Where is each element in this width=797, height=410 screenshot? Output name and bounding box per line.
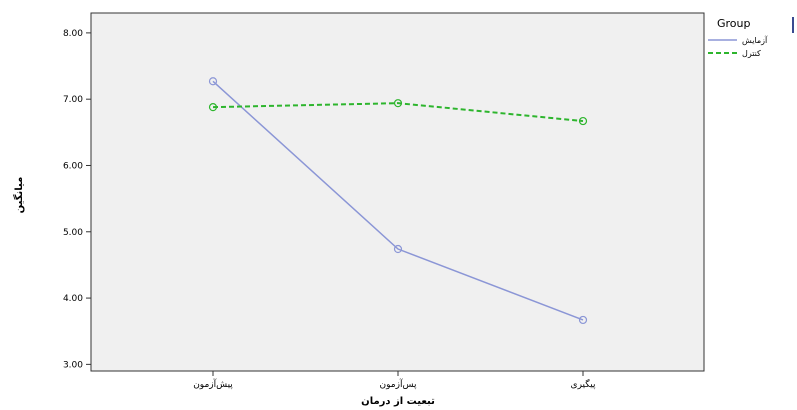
y-tick-label: 5.00	[63, 228, 83, 238]
legend-title: Group	[717, 17, 751, 30]
series-2-point	[393, 99, 403, 108]
y-tick-label: 3.00	[63, 360, 83, 370]
x-tick-label: پیش‌آزمون	[193, 378, 233, 390]
series-2-point	[208, 103, 218, 112]
y-axis: 3.00 4.00 5.00 6.00 7.00 8.00	[63, 29, 91, 370]
y-tick-label: 8.00	[63, 29, 83, 39]
window-edge-marker	[792, 17, 794, 33]
y-axis-title: میانگین	[12, 177, 25, 214]
series-layer	[208, 77, 588, 325]
x-axis: پیش‌آزمون پس‌آزمون پیگیری	[193, 371, 596, 390]
series-1-point	[393, 244, 403, 254]
series-line-1	[212, 80, 584, 321]
series-line-2	[212, 102, 584, 123]
x-tick-label: پس‌آزمون	[380, 378, 417, 390]
x-tick-label: پیگیری	[571, 378, 596, 390]
plot-area	[90, 12, 705, 372]
series-1-point	[208, 77, 218, 86]
legend-label-series-2: کنترل	[742, 49, 761, 58]
legend-label-series-1: آزمایش	[742, 35, 768, 45]
legend: Group آزمایش کنترل	[708, 17, 768, 58]
x-axis-title: تبعیت از درمان	[361, 396, 435, 407]
y-tick-label: 4.00	[63, 294, 83, 304]
y-tick-label: 6.00	[63, 161, 83, 171]
y-tick-label: 7.00	[63, 95, 83, 105]
series-1-point	[578, 315, 588, 325]
series-2-point	[578, 116, 588, 126]
